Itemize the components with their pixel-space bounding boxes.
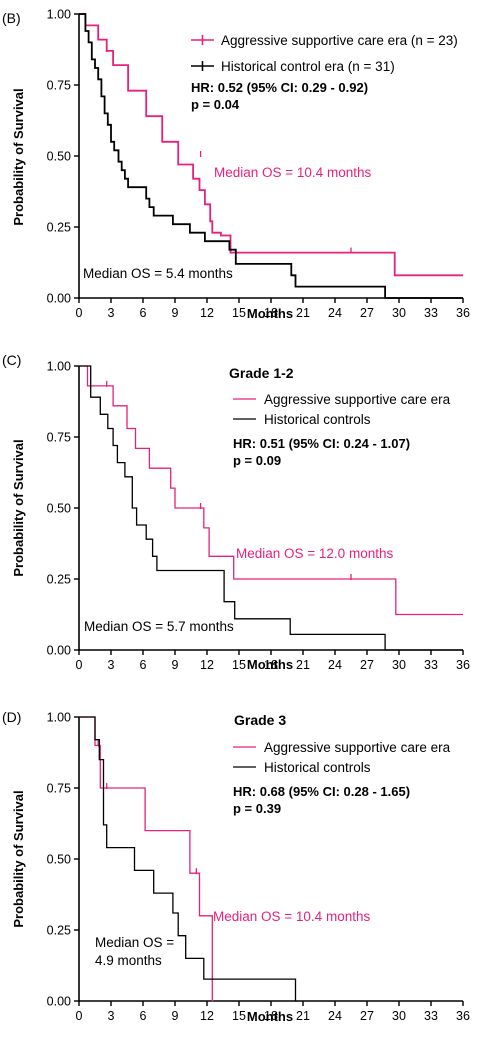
x-tick-label: 30 <box>392 1009 406 1023</box>
p-value: p = 0.04 <box>191 97 240 112</box>
y-tick-label: 0.00 <box>47 644 71 658</box>
hazard-ratio: HR: 0.52 (95% CI: 0.29 - 0.92) <box>191 80 368 95</box>
x-tick-label: 15 <box>232 306 246 320</box>
x-tick-label: 6 <box>140 658 147 672</box>
x-tick-label: 15 <box>232 1009 246 1023</box>
x-tick-label: 9 <box>172 658 179 672</box>
x-axis-label: Months <box>247 1009 293 1024</box>
x-tick-label: 9 <box>172 1009 179 1023</box>
y-tick-label: 1.00 <box>47 711 71 725</box>
panel-label: (B) <box>2 10 21 26</box>
x-tick-label: 12 <box>200 1009 214 1023</box>
km-curve-aggressive <box>79 716 214 1002</box>
x-tick-label: 30 <box>392 306 406 320</box>
legend-label-aggressive: Aggressive supportive care era <box>264 740 451 755</box>
km-curve-aggressive <box>79 13 463 277</box>
legend-label-historical: Historical control era (n = 31) <box>221 59 395 74</box>
x-tick-label: 27 <box>360 658 374 672</box>
y-tick-label: 0.00 <box>47 995 71 1009</box>
x-axis-label: Months <box>247 306 293 321</box>
km-curve-aggressive <box>79 365 463 616</box>
x-tick-label: 0 <box>76 658 83 672</box>
km-curve-historical <box>79 716 297 1002</box>
y-tick-label: 0.25 <box>47 573 71 587</box>
x-tick-label: 18 <box>264 306 278 320</box>
y-tick-label: 0.75 <box>47 431 71 445</box>
p-value: p = 0.09 <box>233 453 281 468</box>
hazard-ratio: HR: 0.68 (95% CI: 0.28 - 1.65) <box>233 784 410 799</box>
legend: Aggressive supportive care era (n = 23) … <box>191 33 458 74</box>
x-tick-label: 12 <box>200 306 214 320</box>
x-tick-label: 33 <box>424 658 438 672</box>
panel-title: Grade 1-2 <box>229 365 294 381</box>
x-tick-label: 3 <box>108 306 115 320</box>
x-tick-label: 24 <box>328 1009 342 1023</box>
x-tick-label: 36 <box>456 306 470 320</box>
x-tick-label: 12 <box>200 658 214 672</box>
legend: Aggressive supportive care era Historica… <box>233 740 451 775</box>
y-tick-label: 1.00 <box>47 360 71 374</box>
legend: Aggressive supportive care era Historica… <box>233 392 451 427</box>
x-tick-label: 9 <box>172 306 179 320</box>
y-tick-label: 0.75 <box>47 782 71 796</box>
y-tick-label: 0.25 <box>47 221 71 235</box>
panel-b: (B) Probability of Survival Months Aggre… <box>2 8 470 322</box>
y-axis-label: Probability of Survival <box>11 88 26 225</box>
x-tick-label: 0 <box>76 306 83 320</box>
y-tick-label: 0.00 <box>47 292 71 306</box>
x-tick-label: 21 <box>296 306 310 320</box>
median-os-historical-line2: 4.9 months <box>95 953 162 968</box>
y-tick-label: 0.50 <box>47 150 71 164</box>
panel-c: (C) Grade 1-2 Probability of Survival Mo… <box>2 352 470 672</box>
x-tick-label: 3 <box>108 658 115 672</box>
panel-title: Grade 3 <box>234 712 286 728</box>
y-tick-label: 0.75 <box>47 79 71 93</box>
x-tick-label: 6 <box>140 1009 147 1023</box>
legend-label-aggressive: Aggressive supportive care era (n = 23) <box>221 33 458 48</box>
x-tick-label: 15 <box>232 658 246 672</box>
y-tick-label: 1.00 <box>47 8 71 22</box>
panel-label: (C) <box>2 352 21 368</box>
x-tick-label: 0 <box>76 1009 83 1023</box>
median-os-aggressive: Median OS = 12.0 months <box>236 546 393 561</box>
panel-label: (D) <box>2 709 21 725</box>
legend-label-historical: Historical controls <box>264 412 371 427</box>
panel-d: (D) Grade 3 Probability of Survival Mont… <box>2 709 470 1024</box>
legend-label-historical: Historical controls <box>264 760 371 775</box>
x-tick-label: 27 <box>360 1009 374 1023</box>
y-tick-label: 0.50 <box>47 502 71 516</box>
x-tick-label: 21 <box>296 1009 310 1023</box>
x-tick-label: 30 <box>392 658 406 672</box>
y-axis-label: Probability of Survival <box>11 439 26 576</box>
x-tick-label: 36 <box>456 658 470 672</box>
p-value: p = 0.39 <box>233 801 281 816</box>
x-tick-label: 18 <box>264 658 278 672</box>
x-tick-label: 33 <box>424 1009 438 1023</box>
median-os-historical: Median OS = 5.7 months <box>84 619 234 634</box>
median-os-aggressive: Median OS = 10.4 months <box>213 909 370 924</box>
x-axis-label: Months <box>247 657 293 672</box>
y-axis-label: Probability of Survival <box>11 790 26 927</box>
x-tick-label: 36 <box>456 1009 470 1023</box>
x-tick-label: 21 <box>296 658 310 672</box>
km-curve-historical <box>79 365 463 651</box>
y-tick-label: 0.25 <box>47 924 71 938</box>
x-tick-label: 24 <box>328 658 342 672</box>
x-tick-label: 24 <box>328 306 342 320</box>
x-tick-label: 18 <box>264 1009 278 1023</box>
median-os-historical: Median OS = 5.4 months <box>83 266 233 281</box>
y-tick-label: 0.50 <box>47 853 71 867</box>
legend-label-aggressive: Aggressive supportive care era <box>264 392 451 407</box>
x-tick-label: 3 <box>108 1009 115 1023</box>
km-curve-historical <box>79 13 463 299</box>
x-tick-label: 27 <box>360 306 374 320</box>
x-tick-label: 6 <box>140 306 147 320</box>
x-tick-label: 33 <box>424 306 438 320</box>
median-os-aggressive: Median OS = 10.4 months <box>214 165 371 180</box>
median-os-historical-line1: Median OS = <box>95 935 174 950</box>
hazard-ratio: HR: 0.51 (95% CI: 0.24 - 1.07) <box>233 436 410 451</box>
